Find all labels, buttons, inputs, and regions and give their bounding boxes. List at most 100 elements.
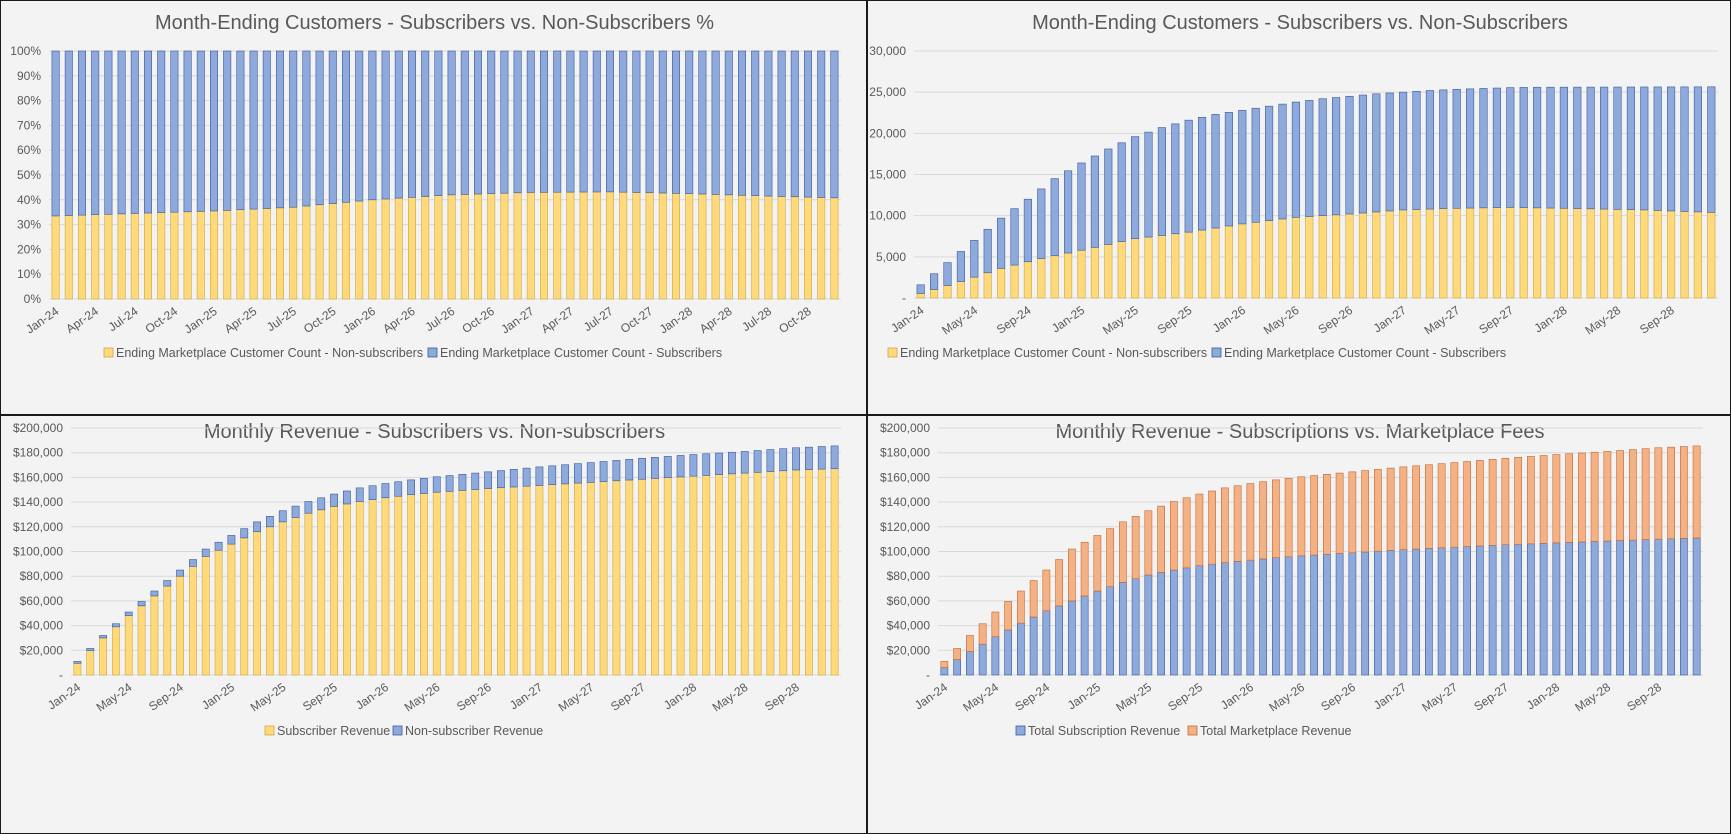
y-tick-label: 5,000: [876, 250, 906, 264]
bar-segment-blue: [1310, 554, 1318, 676]
bar-segment-yellow: [522, 485, 531, 676]
bar-segment-blue: [266, 516, 274, 528]
x-tick-label: Oct-25: [301, 304, 339, 336]
bar-segment-orange: [1093, 535, 1102, 592]
bar-segment-blue: [394, 481, 403, 497]
bar-segment-blue: [355, 487, 364, 502]
legend-swatch: [1187, 725, 1198, 736]
chart-svg: Month-Ending Customers - Subscribers vs.…: [10, 12, 841, 360]
bar-segment-yellow: [1372, 211, 1381, 299]
legend-label: Ending Marketplace Customer Count - Subs…: [440, 346, 722, 360]
bar-segment-yellow: [526, 192, 535, 300]
x-tick-label: Sep-28: [762, 680, 802, 714]
bar-segment-blue: [1527, 543, 1535, 676]
bar-segment-orange: [1246, 483, 1255, 561]
x-tick-label: Jan-24: [888, 303, 926, 336]
legend-swatch: [427, 347, 438, 358]
bar-segment-blue: [805, 446, 813, 470]
bar-segment-blue: [1297, 555, 1306, 676]
bar-segment-blue: [1680, 538, 1688, 676]
chart-title: Monthly Revenue - Subscriptions vs. Mark…: [1055, 421, 1544, 443]
legend-swatch: [103, 347, 114, 358]
bar-segment-blue: [368, 50, 377, 201]
y-tick-label: $120,000: [13, 520, 63, 534]
bar-segment-blue: [1259, 558, 1267, 676]
y-tick-label: -: [59, 668, 63, 682]
x-tick-label: Sep-24: [1012, 680, 1052, 714]
bar-segment-blue: [830, 445, 839, 470]
y-tick-label: $80,000: [20, 569, 64, 583]
bar-segment-yellow: [790, 196, 799, 300]
bar-segment-yellow: [1318, 215, 1327, 299]
bar-segment-orange: [1386, 467, 1395, 551]
bar-segment-blue: [738, 50, 746, 196]
bar-segment-blue: [137, 601, 146, 607]
bar-segment-yellow: [1479, 207, 1488, 299]
bar-segment-yellow: [289, 206, 298, 300]
bar-segment-yellow: [1184, 231, 1193, 299]
y-tick-label: $140,000: [880, 495, 930, 509]
bar-segment-blue: [421, 50, 430, 197]
bar-segment-blue: [196, 50, 205, 212]
bar-segment-blue: [526, 50, 535, 193]
bar-segment-blue: [183, 50, 192, 213]
bar-segment-yellow: [1680, 211, 1689, 299]
bar-segment-blue: [1603, 540, 1612, 676]
bar-segment-orange: [1501, 457, 1510, 546]
bar-segment-orange: [1080, 541, 1089, 597]
chart-panel-revenue-subscribers: Monthly Revenue - Subscribers vs. Non-su…: [0, 415, 867, 834]
bar-segment-blue: [445, 475, 454, 492]
bar-segment-orange: [1425, 464, 1433, 549]
bar-segment-yellow: [738, 194, 746, 300]
bar-segment-blue: [91, 50, 100, 215]
bar-segment-yellow: [249, 208, 258, 300]
bar-segment-yellow: [779, 470, 788, 676]
x-tick-label: May-28: [1572, 680, 1613, 715]
bar-segment-blue: [64, 50, 73, 216]
y-tick-label: 40%: [17, 193, 41, 207]
x-tick-label: May-25: [248, 680, 289, 715]
bar-segment-yellow: [157, 212, 166, 300]
bar-segment-orange: [1692, 445, 1701, 539]
bar-segment-orange: [1361, 470, 1369, 553]
legend-swatch: [887, 347, 898, 358]
bar-segment-yellow: [474, 193, 482, 300]
bar-segment-blue: [561, 464, 569, 485]
bar-segment-yellow: [599, 481, 608, 676]
bar-segment-blue: [1692, 537, 1701, 676]
bar-segment-yellow: [1064, 252, 1073, 299]
bar-segment-blue: [176, 569, 184, 577]
bar-segment-yellow: [64, 215, 73, 300]
bar-segment-blue: [1131, 136, 1140, 240]
x-tick-label: Jan-27: [498, 304, 536, 337]
bar-segment-blue: [1385, 92, 1394, 212]
bar-segment-yellow: [124, 615, 133, 676]
bar-segment-yellow: [1104, 244, 1113, 299]
y-tick-label: $20,000: [20, 643, 64, 657]
bar-segment-orange: [1527, 456, 1535, 545]
bar-segment-blue: [227, 535, 236, 545]
x-tick-label: Jan-28: [1532, 303, 1570, 336]
bar-segment-blue: [638, 457, 646, 480]
bar-segment-yellow: [1439, 208, 1448, 299]
bar-segment-blue: [253, 521, 261, 533]
bar-segment-blue: [112, 623, 120, 628]
bar-segment-yellow: [540, 191, 548, 300]
bar-segment-blue: [1318, 98, 1327, 216]
bar-segment-blue: [1629, 539, 1637, 676]
bar-segment-yellow: [509, 486, 518, 676]
bar-segment-yellow: [676, 476, 685, 676]
bar-segment-blue: [236, 50, 245, 211]
x-tick-label: Sep-27: [1471, 680, 1511, 714]
bar-segment-blue: [766, 449, 775, 472]
bar-segment-orange: [1488, 459, 1497, 546]
bar-segment-yellow: [1586, 208, 1595, 299]
x-tick-label: May-27: [1419, 680, 1460, 715]
bar-segment-yellow: [1546, 207, 1555, 299]
bar-segment-blue: [553, 50, 562, 193]
x-tick-label: Jan-24: [23, 304, 61, 337]
x-tick-label: Sep-28: [1624, 680, 1664, 714]
bar-segment-blue: [991, 636, 1000, 676]
x-tick-label: Jan-24: [45, 680, 83, 713]
y-tick-label: $120,000: [880, 520, 930, 534]
